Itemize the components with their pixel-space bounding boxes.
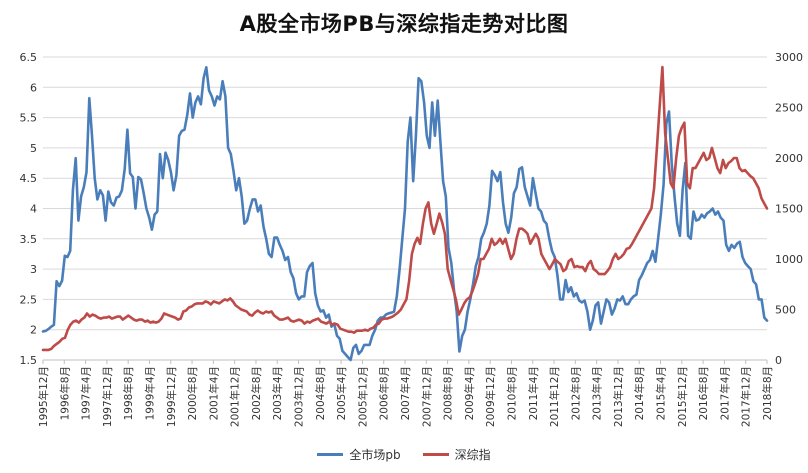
x-tick-label: 1996年8月 (58, 366, 71, 420)
x-tick-label: 2012年8月 (569, 366, 582, 420)
legend-swatch-pb (317, 453, 344, 456)
legend-item-szzs[interactable]: 深综指 (422, 446, 491, 463)
y-right-tick-label: 2500 (775, 102, 803, 115)
x-tick-label: 2009年12月 (484, 366, 497, 427)
y-left-tick-label: 4.5 (20, 172, 38, 185)
x-tick-label: 1998年8月 (122, 366, 135, 420)
y-left-tick-label: 2 (30, 324, 37, 337)
x-tick-label: 2015年12月 (676, 366, 689, 427)
x-tick-label: 1999年4月 (143, 366, 156, 420)
y-left-tick-label: 6 (30, 81, 37, 94)
right-axis-ticks: 0 500 1000 1500 2000 2500 3000 (775, 51, 803, 367)
x-tick-label: 2009年4月 (463, 366, 476, 420)
x-tick-label: 2004年8月 (314, 366, 327, 420)
x-tick-label: 1997年12月 (101, 366, 114, 427)
series-line-szzs (41, 65, 769, 352)
legend-label-pb: 全市场pb (349, 448, 401, 462)
x-tick-label: 2016年8月 (697, 366, 710, 420)
x-tick-label: 2013年4月 (591, 366, 604, 420)
x-tick-label: 2005年12月 (356, 366, 369, 427)
y-right-tick-label: 1000 (775, 253, 803, 266)
y-left-tick-label: 5 (30, 142, 37, 155)
y-right-tick-label: 2000 (775, 152, 803, 165)
legend-label-szzs: 深综指 (454, 448, 491, 462)
x-tick-label: 2003年12月 (293, 366, 306, 427)
x-tick-label: 1999年12月 (165, 366, 178, 427)
x-tick-label: 1997年4月 (80, 366, 93, 420)
x-tick-label: 2000年8月 (186, 366, 199, 420)
legend-swatch-szzs (422, 453, 449, 456)
chart-title: A股全市场PB与深综指走势对比图 (239, 12, 569, 36)
x-tick-label: 2018年8月 (761, 366, 774, 420)
y-right-tick-label: 1500 (775, 203, 803, 216)
y-left-tick-label: 3.5 (20, 233, 38, 246)
x-tick-label: 2010年8月 (505, 366, 518, 420)
x-tick-label: 2013年12月 (612, 366, 625, 427)
x-tick-label: 2015年4月 (655, 366, 668, 420)
series-line-pb (41, 66, 769, 362)
y-left-tick-label: 5.5 (20, 112, 38, 125)
y-right-tick-label: 500 (775, 304, 796, 317)
x-tick-label: 2005年4月 (335, 366, 348, 420)
legend-item-pb[interactable]: 全市场pb (317, 446, 401, 463)
x-axis-ticks: 1995年12月 1996年8月 1997年4月 1997年12月 1998年8月 199… (37, 360, 774, 427)
chart-legend: 全市场pb 深综指 (0, 446, 808, 463)
x-tick-label: 2007年12月 (420, 366, 433, 427)
x-tick-label: 2011年12月 (548, 366, 561, 427)
x-tick-label: 2017年12月 (740, 366, 753, 427)
x-tick-label: 2001年12月 (229, 366, 242, 427)
y-left-tick-label: 2.5 (20, 293, 38, 306)
x-tick-label: 2002年8月 (250, 366, 263, 420)
x-tick-label: 1995年12月 (37, 366, 50, 427)
y-left-tick-label: 6.5 (20, 51, 38, 64)
y-left-tick-label: 3 (30, 263, 37, 276)
x-tick-label: 2017年4月 (718, 366, 731, 420)
left-axis-ticks: 1.5 2 2.5 3 3.5 4 4.5 5 5.5 6 6.5 (20, 51, 38, 367)
series-lines (41, 65, 769, 362)
x-tick-label: 2011年4月 (527, 366, 540, 420)
y-right-tick-label: 0 (775, 354, 782, 367)
y-right-tick-label: 3000 (775, 51, 803, 64)
x-tick-label: 2003年4月 (271, 366, 284, 420)
x-tick-label: 2006年8月 (378, 366, 391, 420)
x-tick-label: 2007年4月 (399, 366, 412, 420)
y-left-tick-label: 4 (30, 203, 37, 216)
x-tick-label: 2008年8月 (442, 366, 455, 420)
y-left-tick-label: 1.5 (20, 354, 38, 367)
x-tick-label: 2014年8月 (633, 366, 646, 420)
x-tick-label: 2001年4月 (207, 366, 220, 420)
